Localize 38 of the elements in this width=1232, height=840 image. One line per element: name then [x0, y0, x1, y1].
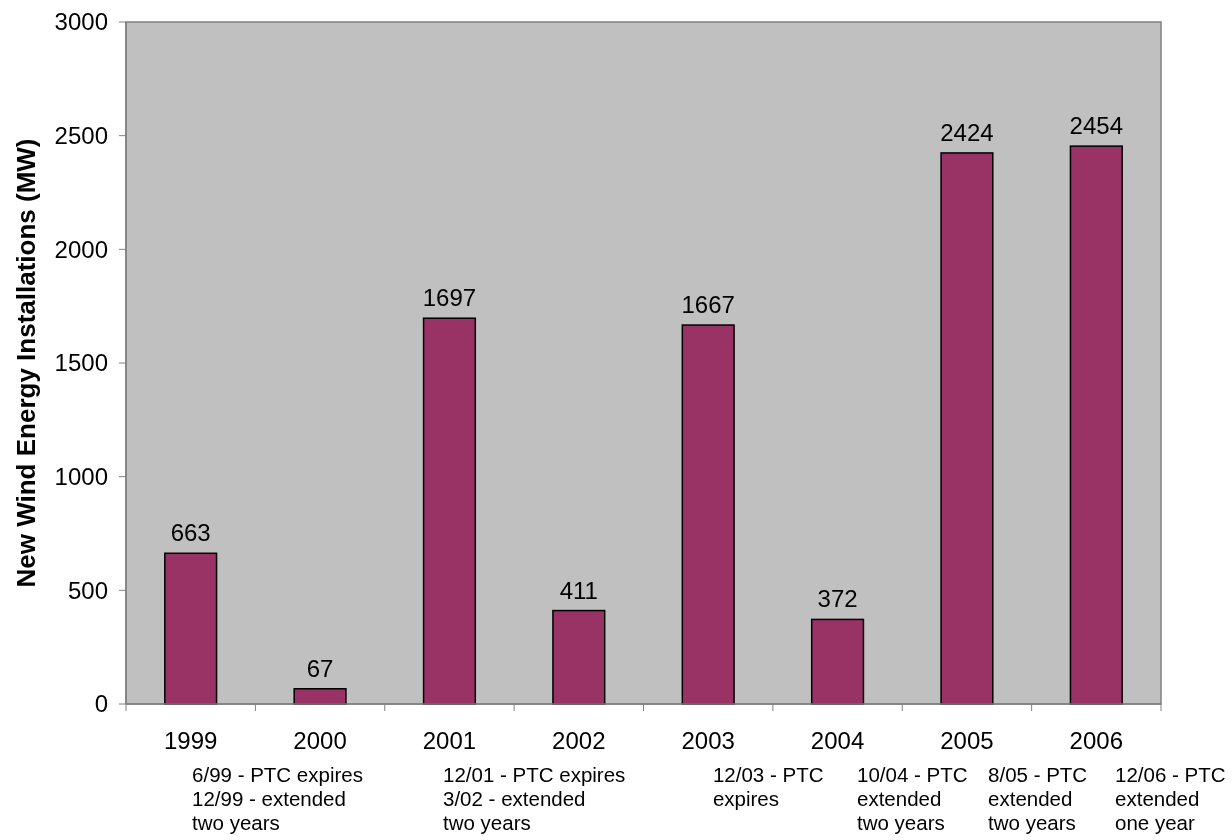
bar [164, 552, 218, 705]
x-tick-label: 2006 [1069, 727, 1124, 754]
data-label: 372 [817, 585, 858, 613]
text: 6/99 - PTC expires 12/99 - extended two years [192, 763, 363, 834]
bar [810, 618, 865, 705]
text: 12/03 - PTC expires [712, 763, 824, 810]
y-tick-label: 0 [94, 690, 108, 718]
data-label: 663 [170, 519, 211, 547]
y-tick-label: 500 [67, 576, 108, 604]
x-tick-label: 2002 [552, 727, 606, 754]
y-axis-title: New Wind Energy Installations (MW) [11, 138, 42, 588]
bar [293, 688, 347, 705]
bar [1069, 145, 1123, 705]
data-label: 2454 [1069, 112, 1124, 140]
y-tick-label: 3000 [54, 8, 108, 36]
bar [422, 317, 477, 705]
x-tick-label: 2005 [940, 727, 994, 754]
data-label: 411 [559, 576, 598, 604]
data-label: 1697 [422, 284, 477, 312]
bar [681, 324, 735, 705]
data-label: 1667 [681, 291, 735, 319]
y-tick-label: 1000 [54, 463, 108, 491]
data-label: 67 [306, 654, 334, 682]
data-label: 2424 [940, 118, 994, 146]
x-tick-label: 2003 [681, 727, 735, 754]
x-tick-label: 2001 [422, 727, 477, 754]
x-tick-label: 2000 [293, 727, 347, 754]
bar [940, 152, 994, 705]
bar [552, 609, 606, 705]
x-tick-label: 1999 [163, 727, 218, 754]
x-tick-label: 2004 [810, 727, 865, 754]
text: 10/04 - PTC extended two years [857, 763, 968, 834]
y-tick-label: 2000 [54, 235, 108, 263]
text: 12/06 - PTC extended one year [1115, 763, 1226, 834]
text: 12/01 - PTC expires 3/02 - extended two years [443, 763, 626, 834]
text: 8/05 - PTC extended two years [988, 763, 1088, 834]
y-tick-label: 2500 [54, 122, 108, 150]
y-tick-label: 1500 [54, 349, 108, 377]
